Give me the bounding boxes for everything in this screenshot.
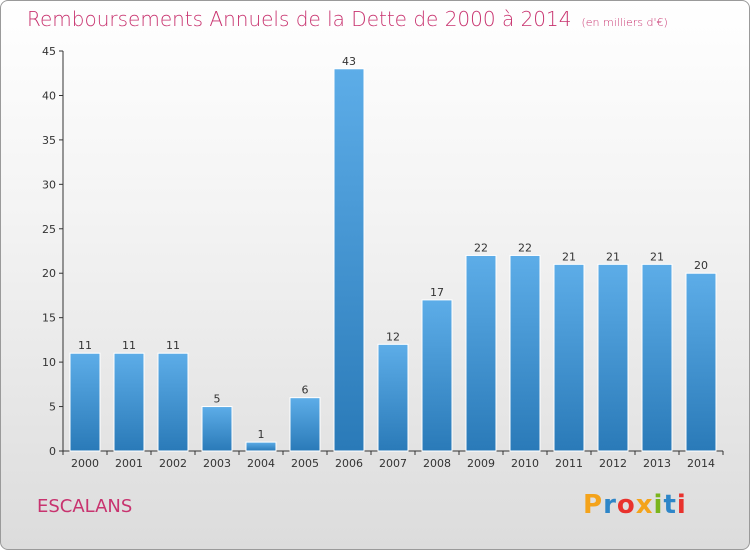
bar-value-label: 43: [342, 55, 356, 68]
y-tick-label: 20: [42, 267, 56, 280]
bar-value-label: 21: [650, 250, 664, 263]
bar: [377, 343, 409, 452]
x-tick-label: 2001: [115, 457, 143, 470]
x-tick-label: 2014: [687, 457, 715, 470]
x-tick-label: 2010: [511, 457, 539, 470]
proxiti-logo: Proxiti: [583, 490, 687, 520]
logo-letter: r: [603, 490, 617, 520]
chart-title-unit: (en milliers d'€): [581, 16, 668, 29]
y-tick-label: 5: [49, 401, 56, 414]
bar-value-label: 12: [386, 330, 400, 343]
bar: [509, 254, 541, 452]
bar: [685, 272, 717, 452]
logo-letter: t: [663, 490, 677, 520]
bar-value-label: 21: [606, 250, 620, 263]
bar: [641, 263, 673, 452]
x-tick-label: 2000: [71, 457, 99, 470]
x-tick-label: 2006: [335, 457, 363, 470]
y-tick-label: 15: [42, 312, 56, 325]
bar-value-label: 22: [474, 241, 488, 254]
bar-value-label: 17: [430, 286, 444, 299]
x-tick-label: 2009: [467, 457, 495, 470]
bar: [201, 406, 233, 452]
logo-letter: x: [635, 490, 654, 520]
y-tick-label: 45: [42, 45, 56, 58]
x-tick-label: 2005: [291, 457, 319, 470]
bar-value-label: 1: [258, 428, 265, 441]
x-tick-label: 2008: [423, 457, 451, 470]
chart-title: Remboursements Annuels de la Dette de 20…: [27, 7, 668, 31]
x-tick-label: 2003: [203, 457, 231, 470]
logo-letter: P: [583, 490, 604, 520]
bar-value-label: 5: [214, 393, 221, 406]
x-tick-label: 2012: [599, 457, 627, 470]
chart-bars: [69, 68, 717, 452]
bar-value-label: 22: [518, 241, 532, 254]
bar: [333, 68, 365, 452]
x-tick-label: 2011: [555, 457, 583, 470]
bar-value-label: 6: [302, 384, 309, 397]
x-tick-label: 2007: [379, 457, 407, 470]
bar: [157, 352, 189, 452]
bar: [113, 352, 145, 452]
y-tick-label: 35: [42, 134, 56, 147]
chart-labels: 11 11 11 5 1 6 43 12 17 22 22 21 21 21 20: [78, 55, 708, 441]
bar: [465, 254, 497, 452]
bar: [69, 352, 101, 452]
logo-letter: o: [616, 490, 636, 520]
bar-value-label: 11: [122, 339, 136, 352]
y-tick-label: 0: [49, 445, 56, 458]
y-tick-label: 30: [42, 178, 56, 191]
x-tick-label: 2013: [643, 457, 671, 470]
bar: [289, 397, 321, 452]
x-tick-label: 2002: [159, 457, 187, 470]
bar-value-label: 11: [78, 339, 92, 352]
y-tick-label: 10: [42, 356, 56, 369]
y-tick-label: 40: [42, 89, 56, 102]
x-tick-label: 2004: [247, 457, 275, 470]
logo-letter: i: [653, 490, 664, 520]
bar: [421, 299, 453, 452]
bar-value-label: 20: [694, 259, 708, 272]
bar-value-label: 21: [562, 250, 576, 263]
bar: [597, 263, 629, 452]
bar: [245, 441, 277, 452]
y-tick-label: 25: [42, 223, 56, 236]
bar: [553, 263, 585, 452]
commune-name: ESCALANS: [37, 496, 133, 517]
chart-title-text: Remboursements Annuels de la Dette de 20…: [27, 7, 572, 31]
logo-letter: i: [676, 490, 687, 520]
bar-value-label: 11: [166, 339, 180, 352]
